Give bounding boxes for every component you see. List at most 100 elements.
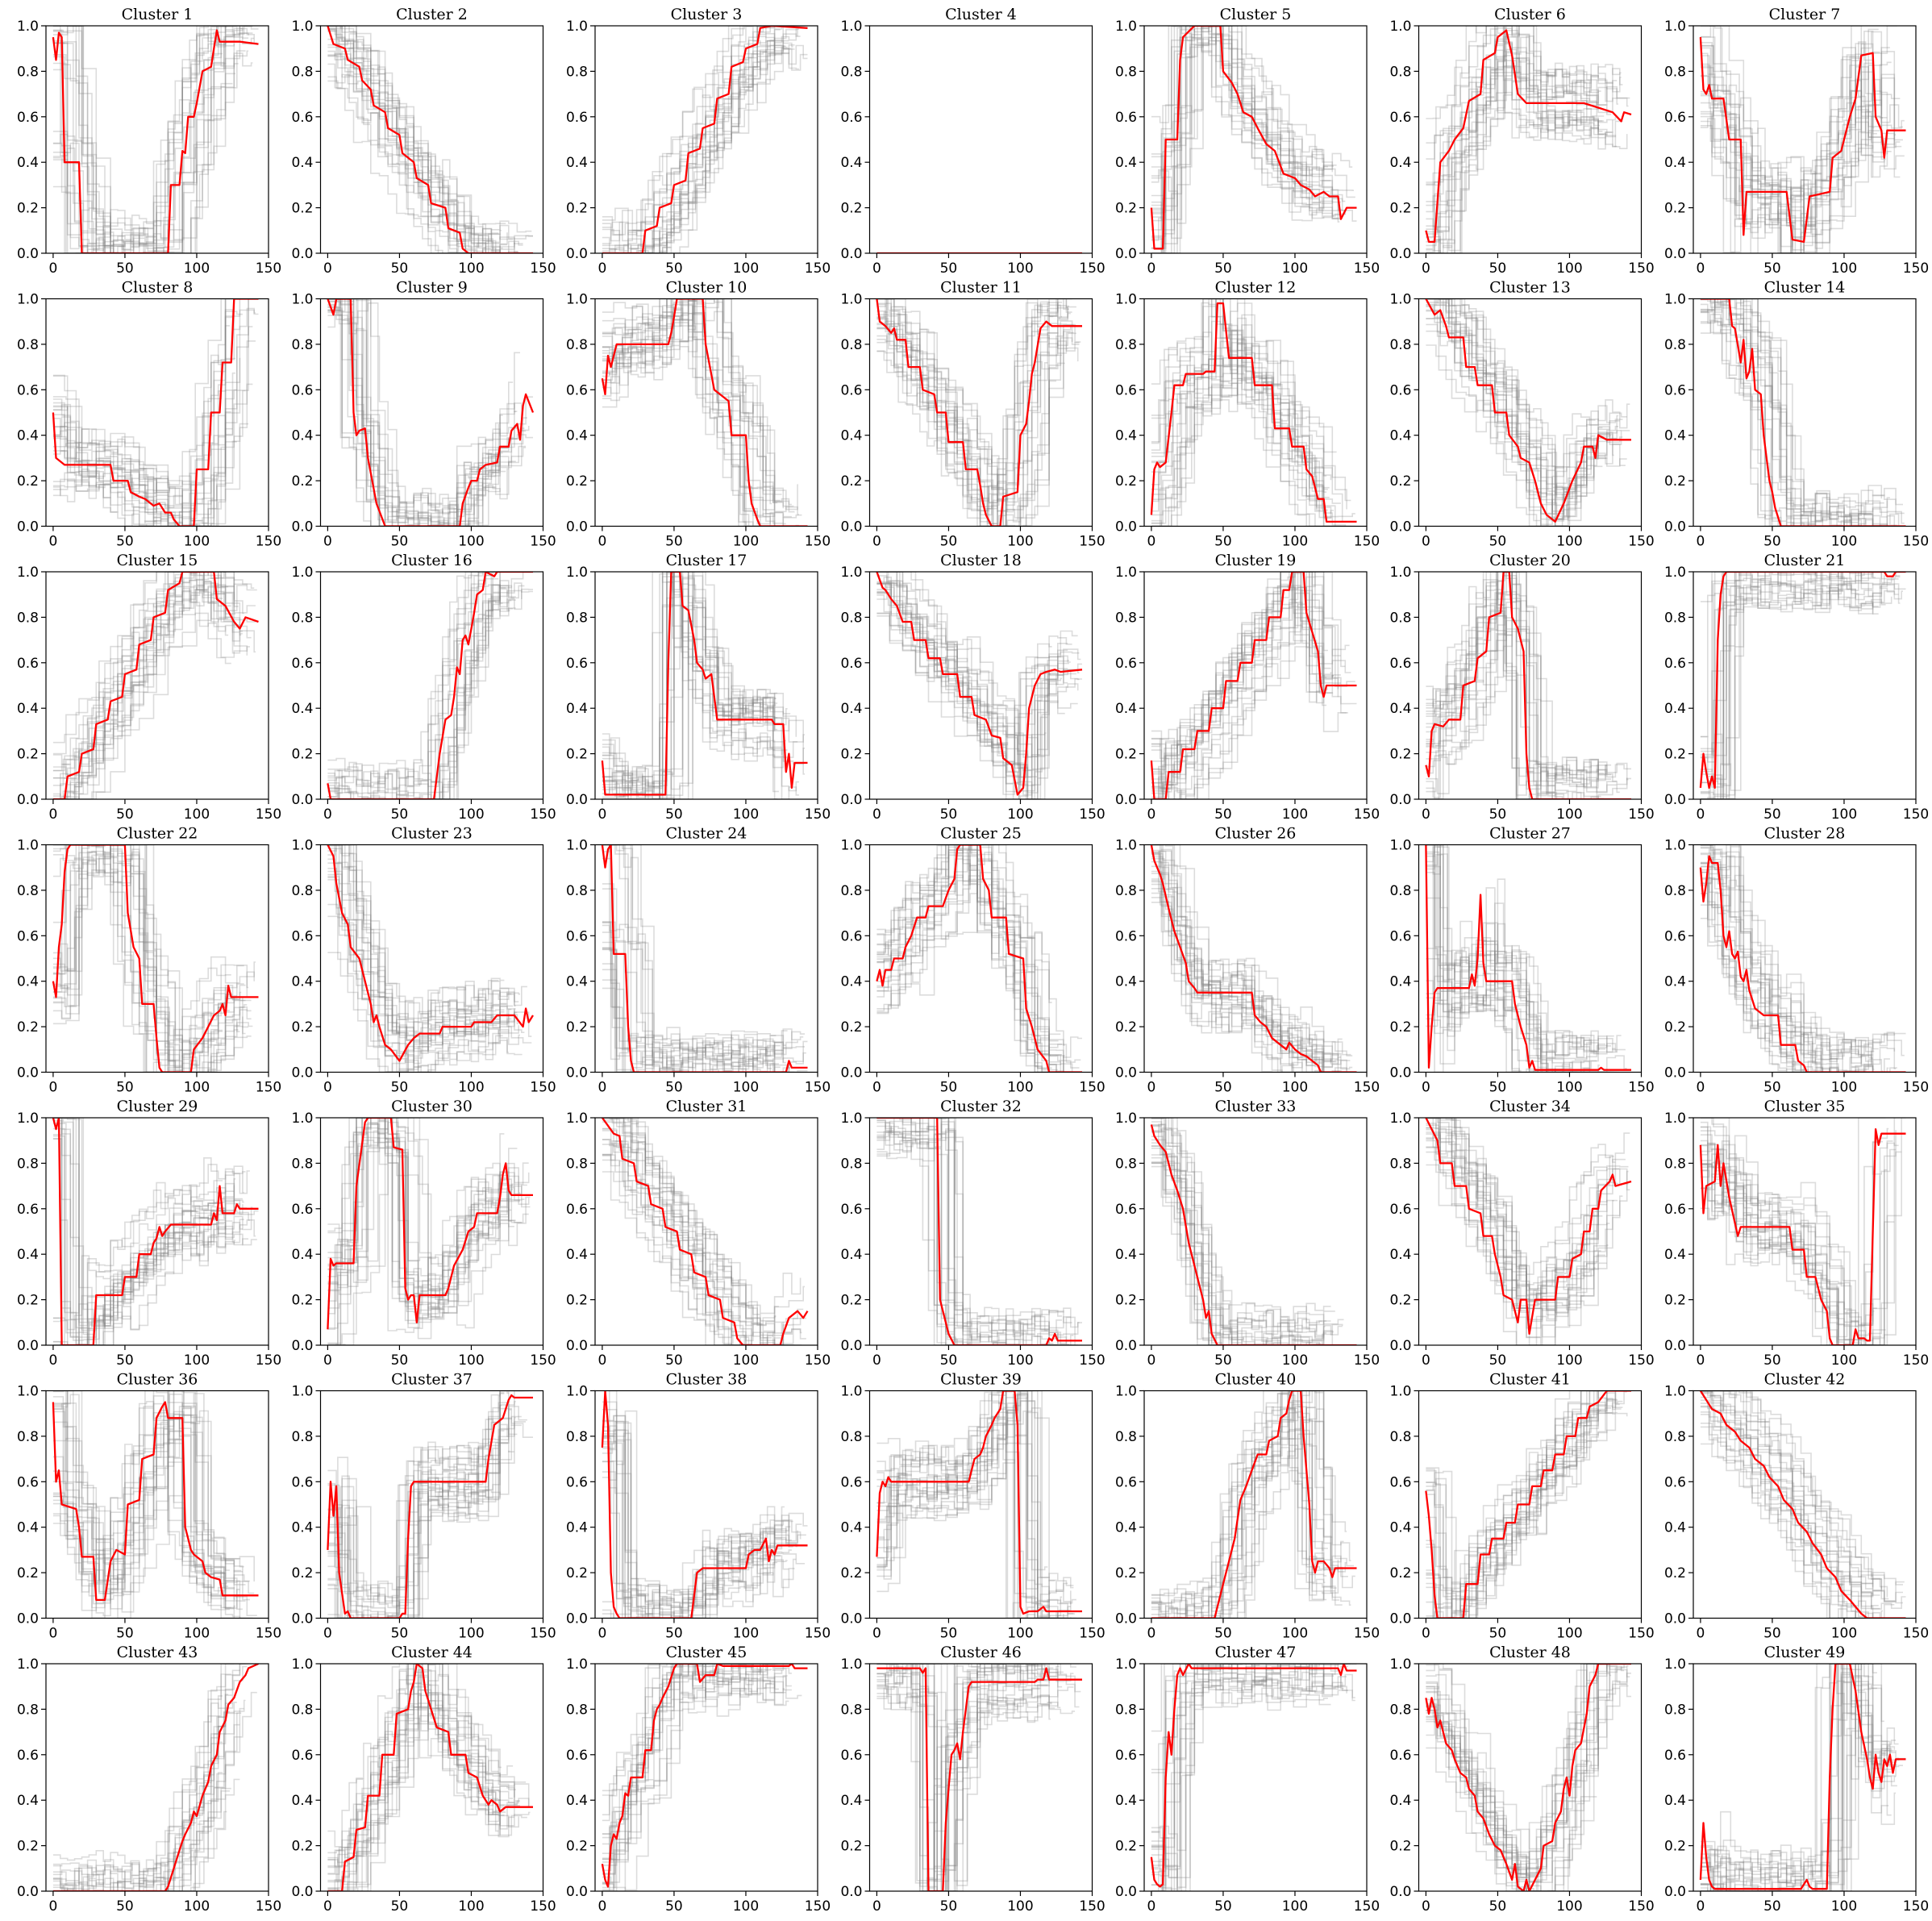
- member-trajectory: [1151, 881, 1327, 1073]
- member-trajectory: [1151, 26, 1334, 213]
- y-tick-label: 0.0: [291, 246, 313, 262]
- member-trajectory: [1151, 26, 1353, 224]
- y-tick-label: 0.8: [840, 610, 862, 626]
- member-trajectory: [327, 1428, 518, 1619]
- member-trajectory: [1151, 26, 1322, 215]
- member-trajectory: [876, 1391, 1061, 1619]
- member-trajectory: [1426, 572, 1597, 788]
- member-trajectory: [1151, 1390, 1324, 1612]
- member-trajectory: [327, 572, 520, 799]
- member-trajectory: [1151, 902, 1351, 1073]
- x-tick-label: 50: [665, 534, 683, 550]
- member-trajectory: [1426, 1664, 1631, 1858]
- y-tick-label: 0.0: [840, 246, 862, 262]
- y-tick-label: 1.0: [17, 565, 39, 581]
- member-trajectory: [1151, 298, 1325, 498]
- panel-title: Cluster 32: [940, 1098, 1022, 1115]
- member-trajectory: [1700, 590, 1879, 799]
- member-trajectory: [602, 577, 781, 799]
- centroid-line: [327, 1664, 533, 1891]
- member-trajectory: [602, 572, 777, 786]
- member-trajectory: [1426, 26, 1612, 160]
- member-trajectory: [1151, 572, 1341, 799]
- member-trajectory: [1426, 1128, 1610, 1345]
- member-trajectory: [1700, 298, 1903, 517]
- member-trajectory: [52, 1164, 246, 1323]
- y-tick-label: 0.8: [566, 64, 588, 80]
- y-tick-label: 0.0: [1664, 1611, 1686, 1627]
- y-tick-label: 0.8: [840, 1429, 862, 1445]
- member-trajectory: [602, 572, 791, 797]
- member-trajectory: [52, 845, 252, 1073]
- member-trajectory: [327, 572, 518, 799]
- x-tick-label: 150: [256, 1352, 281, 1369]
- centroid-line: [1425, 1390, 1631, 1619]
- y-tick-label: 0.6: [17, 110, 39, 126]
- member-trajectory: [1700, 848, 1897, 1069]
- member-trajectory: [602, 844, 772, 1069]
- panel-title: Cluster 48: [1489, 1644, 1571, 1661]
- axes-frame: [1143, 25, 1368, 254]
- x-tick-label: 150: [1628, 260, 1654, 277]
- y-tick-label: 1.0: [291, 1111, 313, 1127]
- x-tick-label: 0: [598, 534, 606, 550]
- member-trajectory: [327, 1404, 502, 1617]
- plot-area: [52, 1390, 259, 1619]
- y-tick-label: 0.6: [17, 928, 39, 944]
- member-trajectory: [1426, 1665, 1629, 1891]
- member-trajectory: [52, 1421, 257, 1619]
- member-trajectory: [52, 26, 248, 231]
- member-trajectory: [1426, 298, 1603, 522]
- x-tick-label: 100: [733, 1080, 759, 1096]
- member-trajectory: [876, 1390, 1051, 1619]
- centroid-line: [327, 844, 534, 1062]
- x-tick-label: 150: [1079, 1080, 1105, 1096]
- member-trajectory: [876, 572, 1078, 765]
- member-trajectory: [327, 1132, 514, 1324]
- x-tick-label: 100: [458, 1898, 484, 1915]
- y-tick-label: 0.2: [291, 1565, 313, 1581]
- member-trajectory: [52, 43, 239, 253]
- x-tick-label: 50: [1489, 806, 1507, 823]
- y-tick-label: 0.6: [1389, 928, 1411, 944]
- member-trajectory: [602, 315, 777, 527]
- y-tick-label: 0.8: [17, 1702, 39, 1718]
- member-trajectory: [52, 844, 230, 1068]
- x-tick-label: 150: [1903, 1352, 1929, 1369]
- member-trajectory: [1151, 610, 1339, 799]
- x-tick-label: 50: [940, 534, 958, 550]
- x-tick-label: 150: [1628, 1626, 1654, 1642]
- y-tick-label: 0.2: [566, 201, 588, 217]
- member-trajectory: [327, 602, 516, 799]
- member-trajectory: [1700, 1390, 1889, 1600]
- member-trajectory: [1426, 572, 1605, 799]
- member-trajectory: [876, 1400, 1068, 1619]
- y-tick-label: 0.8: [1664, 64, 1686, 80]
- member-trajectory: [52, 1157, 250, 1331]
- member-trajectory: [876, 1118, 1063, 1342]
- member-trajectory: [1426, 1664, 1630, 1891]
- member-trajectory: [1426, 1390, 1609, 1601]
- member-trajectory: [1426, 1664, 1614, 1869]
- member-trajectory: [1700, 1391, 1901, 1619]
- member-trajectory: [876, 298, 1056, 527]
- x-tick-label: 0: [1147, 1626, 1155, 1642]
- member-trajectory: [327, 315, 516, 527]
- member-trajectory: [1700, 298, 1905, 527]
- y-tick-label: 0.0: [1664, 1884, 1686, 1900]
- centroid-line: [876, 1118, 1082, 1345]
- centroid-line: [1699, 572, 1906, 790]
- member-trajectory: [327, 844, 527, 1040]
- x-tick-label: 0: [323, 806, 332, 823]
- x-tick-label: 100: [1007, 1352, 1033, 1369]
- plot-area: [601, 298, 808, 527]
- member-trajectory: [1700, 311, 1897, 527]
- y-tick-label: 1.0: [1389, 292, 1411, 308]
- axes-frame: [45, 298, 269, 527]
- member-trajectory: [602, 844, 788, 1060]
- x-tick-label: 100: [184, 260, 210, 277]
- member-trajectory: [327, 1673, 514, 1891]
